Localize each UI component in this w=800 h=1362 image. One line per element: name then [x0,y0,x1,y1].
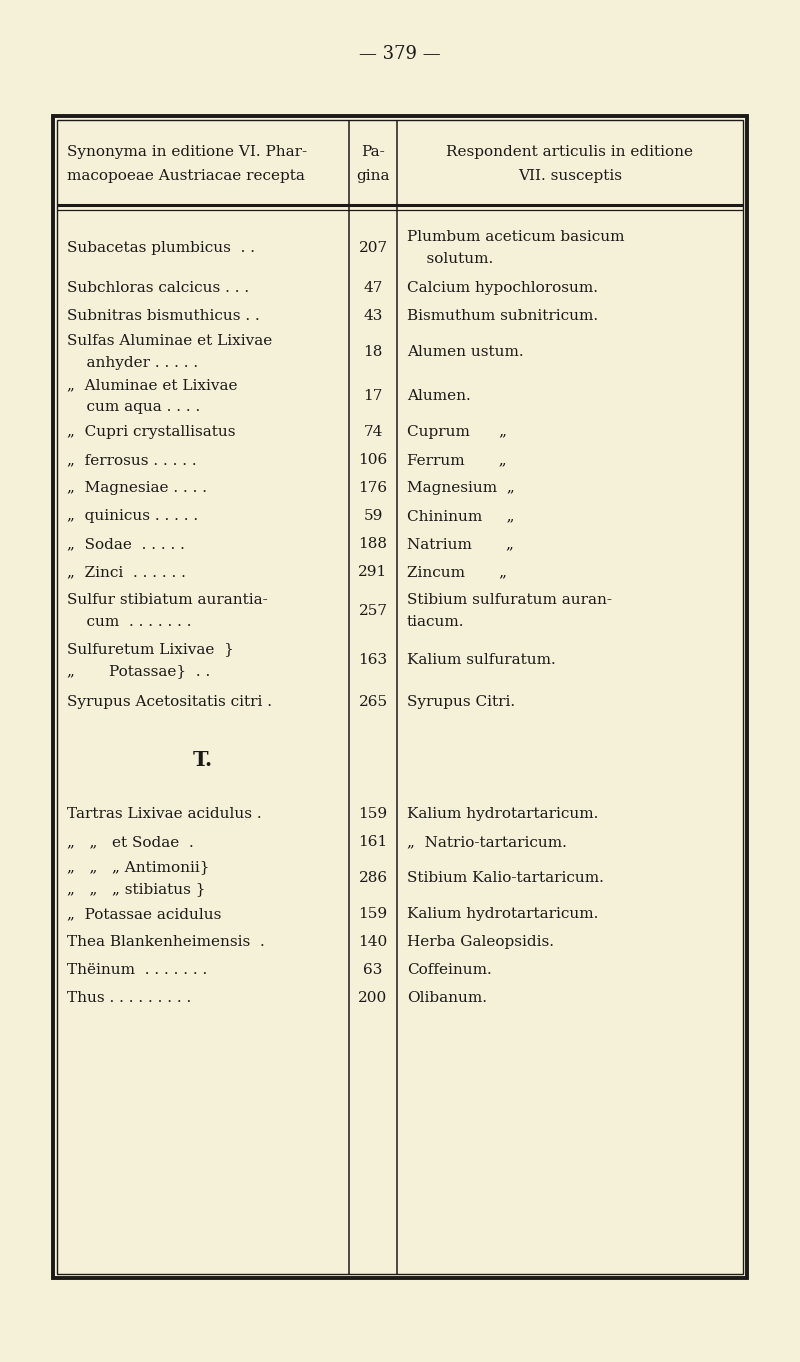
Text: Alumen ustum.: Alumen ustum. [407,345,524,360]
Text: 159: 159 [358,907,387,921]
Text: Stibium sulfuratum auran-: Stibium sulfuratum auran- [407,592,612,607]
Text: anhyder . . . . .: anhyder . . . . . [67,355,198,370]
Text: Pa-: Pa- [361,144,385,159]
Text: Herba Galeopsidis.: Herba Galeopsidis. [407,934,554,949]
Text: Magnesium  „: Magnesium „ [407,481,514,494]
Text: 59: 59 [363,509,382,523]
Text: „  quinicus . . . . .: „ quinicus . . . . . [67,509,198,523]
Text: Coffeinum.: Coffeinum. [407,963,492,977]
Text: Synonyma in editione VI. Phar-: Synonyma in editione VI. Phar- [67,144,307,159]
Text: „  Sodae  . . . . .: „ Sodae . . . . . [67,537,185,552]
Text: Plumbum aceticum basicum: Plumbum aceticum basicum [407,230,625,244]
Text: Respondent articulis in editione: Respondent articulis in editione [446,144,694,159]
Text: cum  . . . . . . .: cum . . . . . . . [67,616,191,629]
Text: 286: 286 [358,872,387,885]
Text: „  Cupri crystallisatus: „ Cupri crystallisatus [67,425,235,439]
Text: „   „   et Sodae  .: „ „ et Sodae . [67,835,194,849]
Text: 188: 188 [358,537,387,552]
Text: Syrupus Citri.: Syrupus Citri. [407,695,515,710]
Text: 63: 63 [363,963,382,977]
Text: „       Potassae}  . .: „ Potassae} . . [67,665,210,678]
Text: T.: T. [193,750,213,770]
Text: Sulfur stibiatum aurantia-: Sulfur stibiatum aurantia- [67,592,268,607]
Text: Thus . . . . . . . . .: Thus . . . . . . . . . [67,992,191,1005]
Text: 265: 265 [358,695,387,710]
Text: Tartras Lixivae acidulus .: Tartras Lixivae acidulus . [67,808,262,821]
Text: Sulfas Aluminae et Lixivae: Sulfas Aluminae et Lixivae [67,334,272,349]
Text: Zincum       „: Zincum „ [407,565,507,579]
Text: 106: 106 [358,454,388,467]
Text: 257: 257 [358,603,387,618]
Text: 176: 176 [358,481,387,494]
Text: Chininum     „: Chininum „ [407,509,514,523]
Text: 200: 200 [358,992,388,1005]
Text: Thëinum  . . . . . . .: Thëinum . . . . . . . [67,963,207,977]
Text: gina: gina [356,169,390,183]
Text: Kalium hydrotartaricum.: Kalium hydrotartaricum. [407,907,598,921]
Text: Thea Blankenheimensis  .: Thea Blankenheimensis . [67,934,265,949]
Text: Alumen.: Alumen. [407,390,470,403]
Text: 159: 159 [358,808,387,821]
Text: 17: 17 [363,390,382,403]
Text: „   „   „ Antimonii}: „ „ „ Antimonii} [67,859,210,874]
Text: „  Aluminae et Lixivae: „ Aluminae et Lixivae [67,379,238,392]
Text: 43: 43 [363,309,382,323]
Text: Syrupus Acetositatis citri .: Syrupus Acetositatis citri . [67,695,272,710]
Text: Cuprum      „: Cuprum „ [407,425,507,439]
Text: „  Potassae acidulus: „ Potassae acidulus [67,907,222,921]
Text: 18: 18 [363,345,382,360]
Text: Sulfuretum Lixivae  }: Sulfuretum Lixivae } [67,642,234,656]
Text: „  Zinci  . . . . . .: „ Zinci . . . . . . [67,565,186,579]
Text: Kalium hydrotartaricum.: Kalium hydrotartaricum. [407,808,598,821]
Text: macopoeae Austriacae recepta: macopoeae Austriacae recepta [67,169,305,183]
Text: 161: 161 [358,835,388,849]
Text: 74: 74 [363,425,382,439]
Text: Kalium sulfuratum.: Kalium sulfuratum. [407,652,556,667]
Text: Subnitras bismuthicus . .: Subnitras bismuthicus . . [67,309,260,323]
Text: tiacum.: tiacum. [407,616,465,629]
Text: „  Magnesiae . . . .: „ Magnesiae . . . . [67,481,207,494]
Text: 47: 47 [363,281,382,296]
Text: Ferrum       „: Ferrum „ [407,454,506,467]
Text: 207: 207 [358,241,387,255]
Text: Subacetas plumbicus  . .: Subacetas plumbicus . . [67,241,255,255]
Text: 140: 140 [358,934,388,949]
Text: Natrium       „: Natrium „ [407,537,514,552]
Text: Olibanum.: Olibanum. [407,992,487,1005]
Text: „   „   „ stibiatus }: „ „ „ stibiatus } [67,883,206,896]
Text: Stibium Kalio-tartaricum.: Stibium Kalio-tartaricum. [407,872,604,885]
Text: — 379 —: — 379 — [359,45,441,63]
Text: 163: 163 [358,652,387,667]
Bar [57,120,743,1273]
Text: VII. susceptis: VII. susceptis [518,169,622,183]
Text: Bismuthum subnitricum.: Bismuthum subnitricum. [407,309,598,323]
Text: Subchloras calcicus . . .: Subchloras calcicus . . . [67,281,249,296]
Text: 291: 291 [358,565,388,579]
Text: Calcium hypochlorosum.: Calcium hypochlorosum. [407,281,598,296]
Text: solutum.: solutum. [407,252,494,266]
Text: „  Natrio-tartaricum.: „ Natrio-tartaricum. [407,835,567,849]
Text: cum aqua . . . .: cum aqua . . . . [67,400,200,414]
Bar [53,116,747,1278]
Text: „  ferrosus . . . . .: „ ferrosus . . . . . [67,454,197,467]
